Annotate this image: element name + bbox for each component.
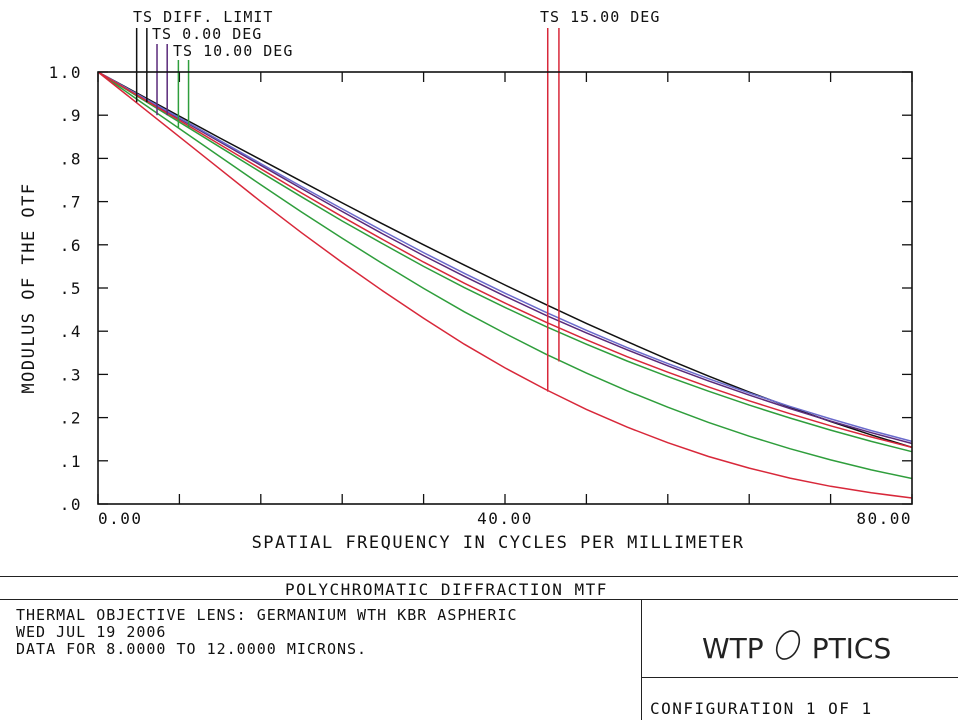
- legend-0-deg: TS 0.00 DEG: [152, 25, 262, 43]
- series-line-1: [97, 71, 913, 445]
- footer-line-2: WED JUL 19 2006: [16, 623, 167, 641]
- x-axis-label: SPATIAL FREQUENCY IN CYCLES PER MILLIMET…: [252, 533, 745, 553]
- y-tick-label: .3: [60, 365, 82, 384]
- y-axis-label: MODULUS OF THE OTF: [19, 182, 39, 393]
- y-tick-label: .9: [60, 106, 82, 125]
- y-tick-label: .0: [60, 495, 82, 514]
- x-tick-label: 40.00: [477, 509, 533, 528]
- x-tick-labels: 0.00 40.00 80.00: [98, 509, 912, 528]
- company-logo: WTP PTICS: [702, 628, 891, 665]
- footer-title: POLYCHROMATIC DIFFRACTION MTF: [285, 580, 608, 599]
- y-tick-label: .1: [60, 452, 82, 471]
- series-line-2: [97, 71, 913, 443]
- footer-divider-mid: [0, 599, 958, 600]
- logo-text-left: WTP: [702, 632, 764, 665]
- y-tick-label: .7: [60, 193, 82, 212]
- legend-10-deg: TS 10.00 DEG: [173, 42, 293, 60]
- footer-divider-vertical: [641, 599, 642, 720]
- footer-line-3: DATA FOR 8.0000 TO 12.0000 MICRONS.: [16, 640, 368, 658]
- footer-divider-top: [0, 576, 958, 577]
- y-tick-labels: 1.0 .9 .8 .7 .6 .5 .4 .3 .2 .1 .0: [49, 63, 82, 514]
- footer-divider-logo: [641, 677, 958, 678]
- y-tick-label: 1.0: [49, 63, 82, 82]
- x-tick-label: 80.00: [856, 509, 912, 528]
- mtf-curves: [97, 71, 913, 499]
- legend-diff-limit: TS DIFF. LIMIT: [133, 8, 273, 26]
- series-line-6: [97, 71, 913, 499]
- y-tick-label: .4: [60, 322, 82, 341]
- footer-line-1: THERMAL OBJECTIVE LENS: GERMANIUM WTH KB…: [16, 606, 518, 624]
- series-line-3: [97, 71, 913, 453]
- legend-15-deg: TS 15.00 DEG: [540, 8, 660, 26]
- legend: [135, 28, 560, 392]
- y-tick-label: .2: [60, 409, 82, 428]
- tick-marks: [97, 71, 913, 505]
- series-line-4: [97, 71, 913, 480]
- series-line-5: [97, 71, 913, 449]
- plot-frame: [97, 71, 913, 505]
- logo-o-swoosh-icon: [775, 630, 800, 660]
- x-tick-label: 0.00: [98, 509, 143, 528]
- y-tick-label: .6: [60, 236, 82, 255]
- y-tick-label: .8: [60, 149, 82, 168]
- series-line-0: [97, 71, 913, 449]
- logo-text-right: PTICS: [811, 632, 892, 665]
- mtf-chart: 1.0 .9 .8 .7 .6 .5 .4 .3 .2 .1 .0 0.00 40.00 80.00 S…: [19, 8, 913, 553]
- y-tick-label: .5: [60, 279, 82, 298]
- configuration-label: CONFIGURATION 1 OF 1: [650, 699, 873, 718]
